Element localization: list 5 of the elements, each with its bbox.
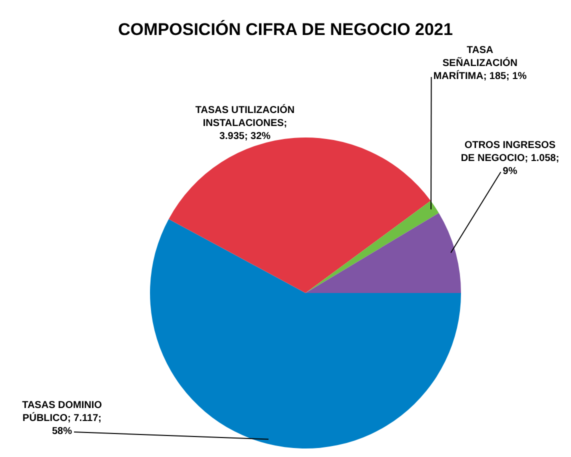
- slice-label: TASAS UTILIZACIÓN INSTALACIONES; 3.935; 32%: [195, 104, 295, 142]
- slice-label: TASA SEÑALIZACIÓN MARÍTIMA; 185; 1%: [433, 44, 527, 82]
- slice-label: TASAS DOMINIO PÚBLICO; 7.117; 58%: [22, 400, 102, 437]
- chart-title: COMPOSICIÓN CIFRA DE NEGOCIO 2021: [117, 20, 454, 40]
- slice-label: OTROS INGRESOS DE NEGOCIO; 1.058; 9%: [460, 140, 560, 177]
